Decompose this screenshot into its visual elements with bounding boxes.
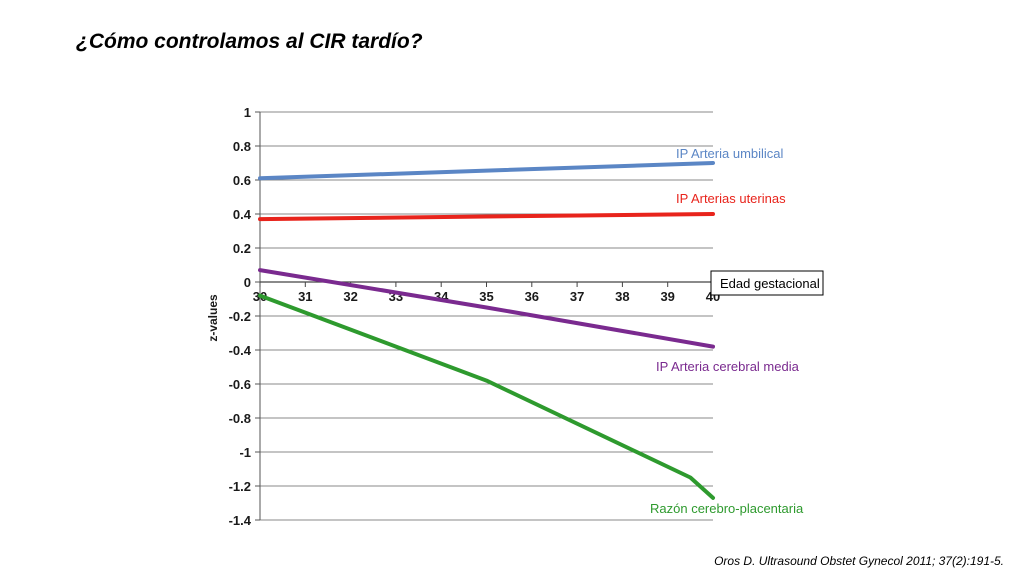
series-label: IP Arteria umbilical [676,146,784,161]
x-tick-label: 39 [660,289,674,304]
x-axis: 30 31 32 33 34 35 36 37 38 39 40 [253,281,720,304]
y-tick-label: -0.8 [229,411,251,426]
y-tick-label: -0.6 [229,377,251,392]
series-label: IP Arterias uterinas [676,191,786,206]
series-labels: IP Arteria umbilical IP Arterias uterinas… [650,146,804,516]
y-tick-label: 0.4 [233,207,252,222]
x-tick-label: 35 [479,289,493,304]
series-label: Razón cerebro-placentaria [650,501,804,516]
grid-lines [260,111,713,521]
x-tick-label: 38 [615,289,629,304]
series-line [258,161,715,181]
y-tick-label: 0.2 [233,241,251,256]
x-tick-label: 31 [298,289,312,304]
citation: Oros D. Ultrasound Obstet Gynecol 2011; … [714,554,1004,568]
x-axis-label: Edad gestacional [720,276,820,291]
series-line [258,293,715,500]
y-tick-label: 0 [244,275,251,290]
series-line [258,268,715,349]
y-axis-label: z-values [206,294,220,342]
y-tick-label: -0.2 [229,309,251,324]
x-axis-label-box: Edad gestacional [710,270,824,296]
series-lines [258,161,715,500]
y-tick-label: 1 [244,105,251,120]
slide-title: ¿Cómo controlamos al CIR tardío? [76,30,423,53]
y-axis: 1 0.8 0.6 0.4 0.2 0 -0.2 -0.4 -0.6 -0.8 -1 -1.2 -1.4 [229,105,261,528]
series-label: IP Arteria cerebral media [656,359,800,374]
y-tick-label: -0.4 [229,343,252,358]
x-tick-label: 36 [525,289,539,304]
series-line [258,212,715,222]
y-tick-label: 0.6 [233,173,251,188]
y-tick-label: -1 [239,445,251,460]
y-tick-label: -1.4 [229,513,252,528]
x-tick-label: 32 [343,289,357,304]
y-tick-label: 0.8 [233,139,251,154]
y-tick-label: -1.2 [229,479,251,494]
x-tick-label: 37 [570,289,584,304]
